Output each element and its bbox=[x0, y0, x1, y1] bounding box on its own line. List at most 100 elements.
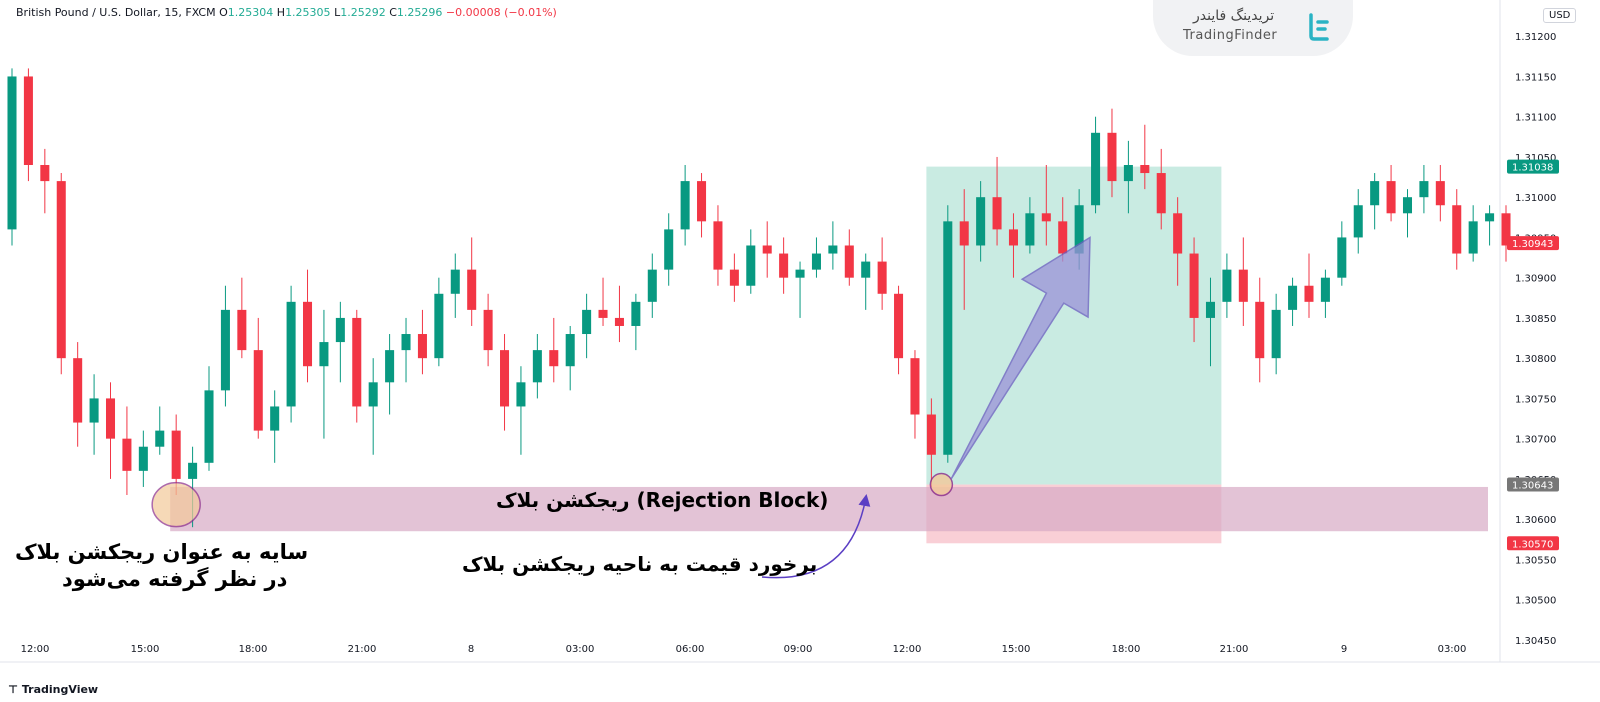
shadow-annotation-line2: در نظر گرفته می‌شود bbox=[62, 567, 288, 591]
candle-body bbox=[1468, 221, 1478, 254]
bullish-move-arrow bbox=[950, 236, 1091, 479]
high-label: H bbox=[276, 6, 286, 19]
tradingview-icon: ⊤ bbox=[8, 683, 22, 696]
price-label-text: 1.30643 bbox=[1512, 481, 1553, 492]
y-tick-label: 1.30750 bbox=[1515, 394, 1556, 405]
candle-body bbox=[253, 350, 263, 431]
candle-body bbox=[434, 293, 444, 359]
candle-body bbox=[500, 350, 510, 407]
price-label-box bbox=[1507, 536, 1559, 551]
candle-body bbox=[532, 350, 542, 383]
candle-body bbox=[614, 317, 624, 326]
candle-body bbox=[286, 301, 296, 407]
candle-body bbox=[943, 221, 953, 455]
candle-body bbox=[844, 245, 854, 278]
x-tick-label: 03:00 bbox=[566, 644, 595, 655]
candle-body bbox=[1353, 205, 1363, 238]
candle-body bbox=[105, 398, 116, 439]
candle-body bbox=[664, 229, 674, 270]
candle-body bbox=[401, 334, 411, 351]
candle-body bbox=[73, 358, 83, 423]
candle-body bbox=[188, 462, 198, 479]
low-value: 1.25292 bbox=[340, 6, 386, 19]
candle-body bbox=[598, 309, 608, 318]
y-tick-label: 1.30850 bbox=[1515, 314, 1556, 325]
x-tick-label: 8 bbox=[468, 644, 474, 655]
candle-body bbox=[1402, 197, 1413, 214]
shadow-annotation-line1: سایه به عنوان ریجکشن بلاک bbox=[15, 540, 309, 564]
y-tick-label: 1.30700 bbox=[1515, 435, 1556, 446]
x-tick-label: 15:00 bbox=[1002, 644, 1031, 655]
candle-body bbox=[1173, 213, 1183, 254]
candle-body bbox=[729, 269, 739, 286]
candle-body bbox=[992, 197, 1002, 230]
y-tick-label: 1.30800 bbox=[1515, 354, 1556, 365]
x-tick-label: 21:00 bbox=[1220, 644, 1249, 655]
tradingview-brand: ⊤ TradingView bbox=[8, 683, 98, 696]
candle-body bbox=[926, 414, 936, 455]
candle-body bbox=[1501, 213, 1511, 246]
symbol-name: British Pound / U.S. Dollar, 15, FXCM bbox=[16, 6, 216, 19]
y-tick-label: 1.30550 bbox=[1515, 555, 1556, 566]
y-tick-label: 1.31150 bbox=[1515, 72, 1556, 83]
y-tick-label: 1.31100 bbox=[1515, 113, 1556, 124]
candle-body bbox=[549, 350, 559, 367]
candle-body bbox=[1008, 229, 1018, 246]
candle-body bbox=[1107, 132, 1117, 182]
high-value: 1.25305 bbox=[285, 6, 331, 19]
candle-body bbox=[910, 358, 920, 415]
price-label-box bbox=[1507, 159, 1559, 174]
candle-body bbox=[746, 245, 756, 286]
candle-body bbox=[631, 301, 641, 326]
x-tick-label: 06:00 bbox=[676, 644, 705, 655]
candle-body bbox=[516, 382, 526, 407]
candle-body bbox=[483, 309, 493, 351]
rejection-block-zone bbox=[170, 486, 1489, 532]
candle-body bbox=[1041, 213, 1051, 222]
candle-body bbox=[237, 309, 247, 351]
price-label-text: 1.30570 bbox=[1512, 539, 1553, 550]
open-label: O bbox=[219, 6, 228, 19]
tradingfinder-logo: تریدینگ فایندر TradingFinder bbox=[1153, 0, 1353, 56]
candle-body bbox=[138, 446, 148, 471]
rejection-zone-label: ریجکشن بلاک (Rejection Block) bbox=[496, 488, 829, 512]
candle-body bbox=[40, 165, 50, 182]
candle-body bbox=[1452, 205, 1462, 254]
candle-body bbox=[385, 350, 395, 383]
candle-body bbox=[828, 245, 838, 254]
x-tick-label: 12:00 bbox=[21, 644, 50, 655]
candle-body bbox=[23, 76, 33, 165]
change-value: −0.00008 (−0.01%) bbox=[445, 6, 557, 19]
logo-persian-text: تریدینگ فایندر bbox=[1193, 8, 1275, 24]
candle-body bbox=[1222, 269, 1232, 302]
candle-body bbox=[762, 245, 772, 254]
candle-body bbox=[811, 253, 821, 270]
candle-body bbox=[7, 76, 17, 230]
price-label-text: 1.30943 bbox=[1512, 239, 1553, 250]
candle-body bbox=[976, 197, 986, 246]
candle-body bbox=[417, 334, 427, 359]
candle-body bbox=[450, 269, 460, 294]
candle-body bbox=[565, 334, 575, 367]
candle-body bbox=[171, 430, 181, 479]
logo-english-text: TradingFinder bbox=[1183, 28, 1278, 43]
y-tick-label: 1.30600 bbox=[1515, 515, 1556, 526]
price-label-box bbox=[1507, 236, 1559, 251]
candle-body bbox=[270, 406, 280, 431]
candle-body bbox=[467, 269, 477, 310]
candle-body bbox=[1304, 285, 1314, 302]
currency-button[interactable]: USD bbox=[1543, 8, 1577, 23]
x-tick-label: 21:00 bbox=[348, 644, 377, 655]
candle-body bbox=[319, 342, 329, 367]
x-tick-label: 09:00 bbox=[784, 644, 813, 655]
candle-body bbox=[1189, 253, 1199, 318]
touch-pointer-arrow bbox=[761, 494, 871, 579]
candle-body bbox=[1320, 277, 1330, 302]
candle-body bbox=[861, 261, 871, 278]
candle-body bbox=[1485, 213, 1495, 222]
x-tick-label: 12:00 bbox=[893, 644, 922, 655]
candle-body bbox=[959, 221, 969, 246]
candle-body bbox=[1058, 221, 1068, 254]
shadow-highlight-circle bbox=[151, 481, 201, 528]
